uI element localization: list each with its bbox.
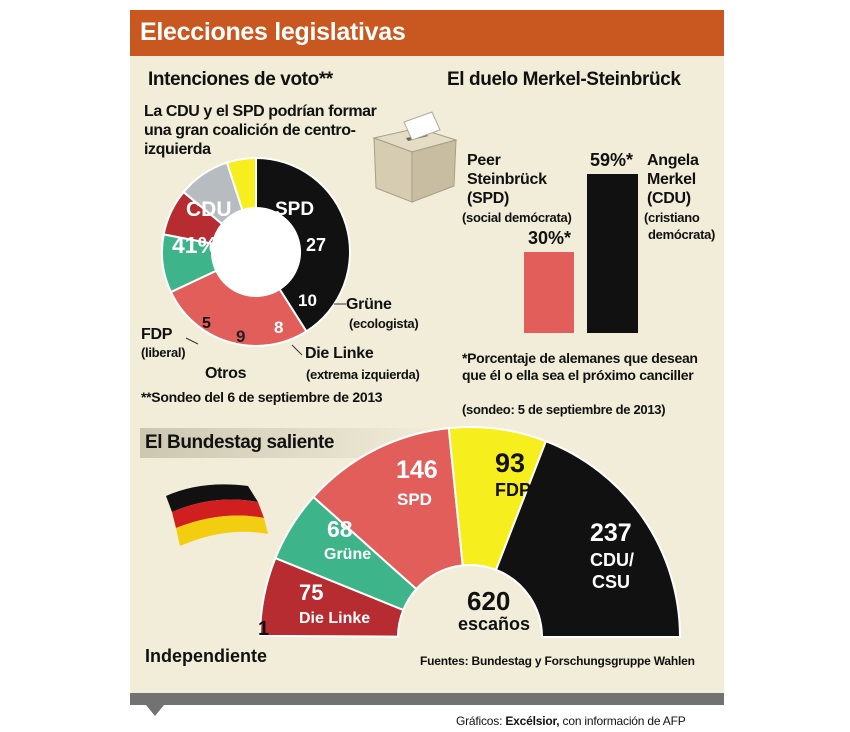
donut-label-die-linke-value: 8: [274, 318, 284, 337]
label-merkel-desc-1: (cristiano: [644, 210, 700, 225]
credit-brand: Excélsior,: [505, 714, 560, 728]
label-merkel-name-3: (CDU): [647, 190, 691, 207]
label-merkel-name-2: Merkel: [647, 171, 696, 188]
seat-segment-spd: [312, 426, 464, 591]
seat-label-fdp-value: 93: [495, 448, 526, 478]
vote-intention-subtitle: La CDU y el SPD podrían formar una gran …: [144, 103, 377, 158]
donut-label-cdu-name: CDU: [186, 198, 232, 221]
duel-title: El duelo Merkel-Steinbrück: [447, 69, 681, 90]
credit-suffix: con información de AFP: [559, 714, 686, 728]
total-seats-label: escaños: [458, 614, 531, 634]
label-otros-name: Otros: [205, 365, 247, 382]
seat-label-indep-name: Independiente: [145, 646, 268, 666]
label-merkel-name-1: Angela: [647, 152, 699, 169]
seat-label-indep-value: 1: [258, 618, 270, 640]
title-bar: Elecciones legislativas: [130, 10, 724, 56]
bar-label-steinbruck: 30%*: [528, 228, 572, 248]
footer-pointer: [146, 705, 164, 716]
seat-label-die-linke-name: Die Linke: [299, 610, 371, 627]
donut-hole: [212, 208, 300, 296]
seat-label-spd-value: 146: [396, 456, 438, 484]
donut-label-fdp-value: 5: [202, 315, 211, 332]
credit-prefix: Gráficos:: [456, 714, 506, 728]
seat-segment-cdu-csu: [494, 439, 682, 638]
seat-label-cdu-name-2: CSU: [592, 572, 631, 592]
seat-label-die-linke-value: 75: [299, 580, 324, 605]
label-steinbruck-name-3: (SPD): [467, 190, 510, 207]
ballot-box-icon: [372, 111, 458, 203]
bar-steinbruck: [524, 252, 574, 333]
leader-line-2: [185, 337, 199, 345]
label-fdp-name: FDP: [141, 326, 173, 343]
total-seats-value: 620: [467, 586, 511, 616]
seat-label-cdu-value: 237: [590, 519, 632, 547]
duel-footnote: *Porcentaje de alemanes que desean que é…: [462, 350, 698, 383]
label-merkel-desc-2: demócrata): [648, 227, 716, 242]
label-steinbruck-desc: (social demócrata): [462, 210, 572, 225]
vote-intention-title: Intenciones de voto**: [148, 69, 333, 90]
sources-text: Fuentes: Bundestag y Forschungsgruppe Wa…: [420, 654, 695, 668]
donut-label-spd-value: 27: [306, 235, 327, 255]
label-steinbruck-name-1: Peer: [467, 152, 501, 169]
donut-label-otros-value: 9: [236, 327, 246, 346]
bar-merkel: [587, 173, 638, 333]
page-title: Elecciones legislativas: [140, 18, 406, 46]
duel-footnote-sub: (sondeo: 5 de septiembre de 2013): [462, 402, 666, 417]
donut-label-spd-name: SPD: [275, 199, 315, 220]
leader-line-1: [291, 344, 303, 356]
seat-label-spd-name: SPD: [397, 490, 432, 509]
label-grune-desc: (ecologista): [349, 316, 419, 331]
german-flag-icon: [166, 484, 268, 546]
label-die-linke-desc: (extrema izquierda): [306, 367, 420, 382]
footer-bar: [130, 693, 724, 705]
seat-label-cdu-name-1: CDU/: [590, 550, 634, 570]
bundestag-title: El Bundestag saliente: [145, 432, 335, 453]
donut-label-cdu-value: 41%: [172, 232, 219, 258]
vote-intention-footnote: **Sondeo del 6 de septiembre de 2013: [141, 389, 383, 405]
donut-label-grune-value: 10: [298, 291, 317, 310]
seat-label-fdp-name: FDP: [495, 480, 531, 500]
label-grune-name: Grüne: [346, 296, 392, 313]
seat-label-grune-value: 68: [327, 516, 353, 542]
credit-line: Gráficos: Excélsior, con información de …: [456, 714, 686, 728]
label-fdp-desc: (liberal): [141, 345, 186, 360]
bar-label-merkel: 59%*: [590, 149, 634, 170]
label-steinbruck-name-2: Steinbrück: [467, 171, 547, 188]
seat-label-grune-name: Grüne: [324, 546, 372, 563]
label-die-linke-name: Die Linke: [305, 345, 374, 362]
